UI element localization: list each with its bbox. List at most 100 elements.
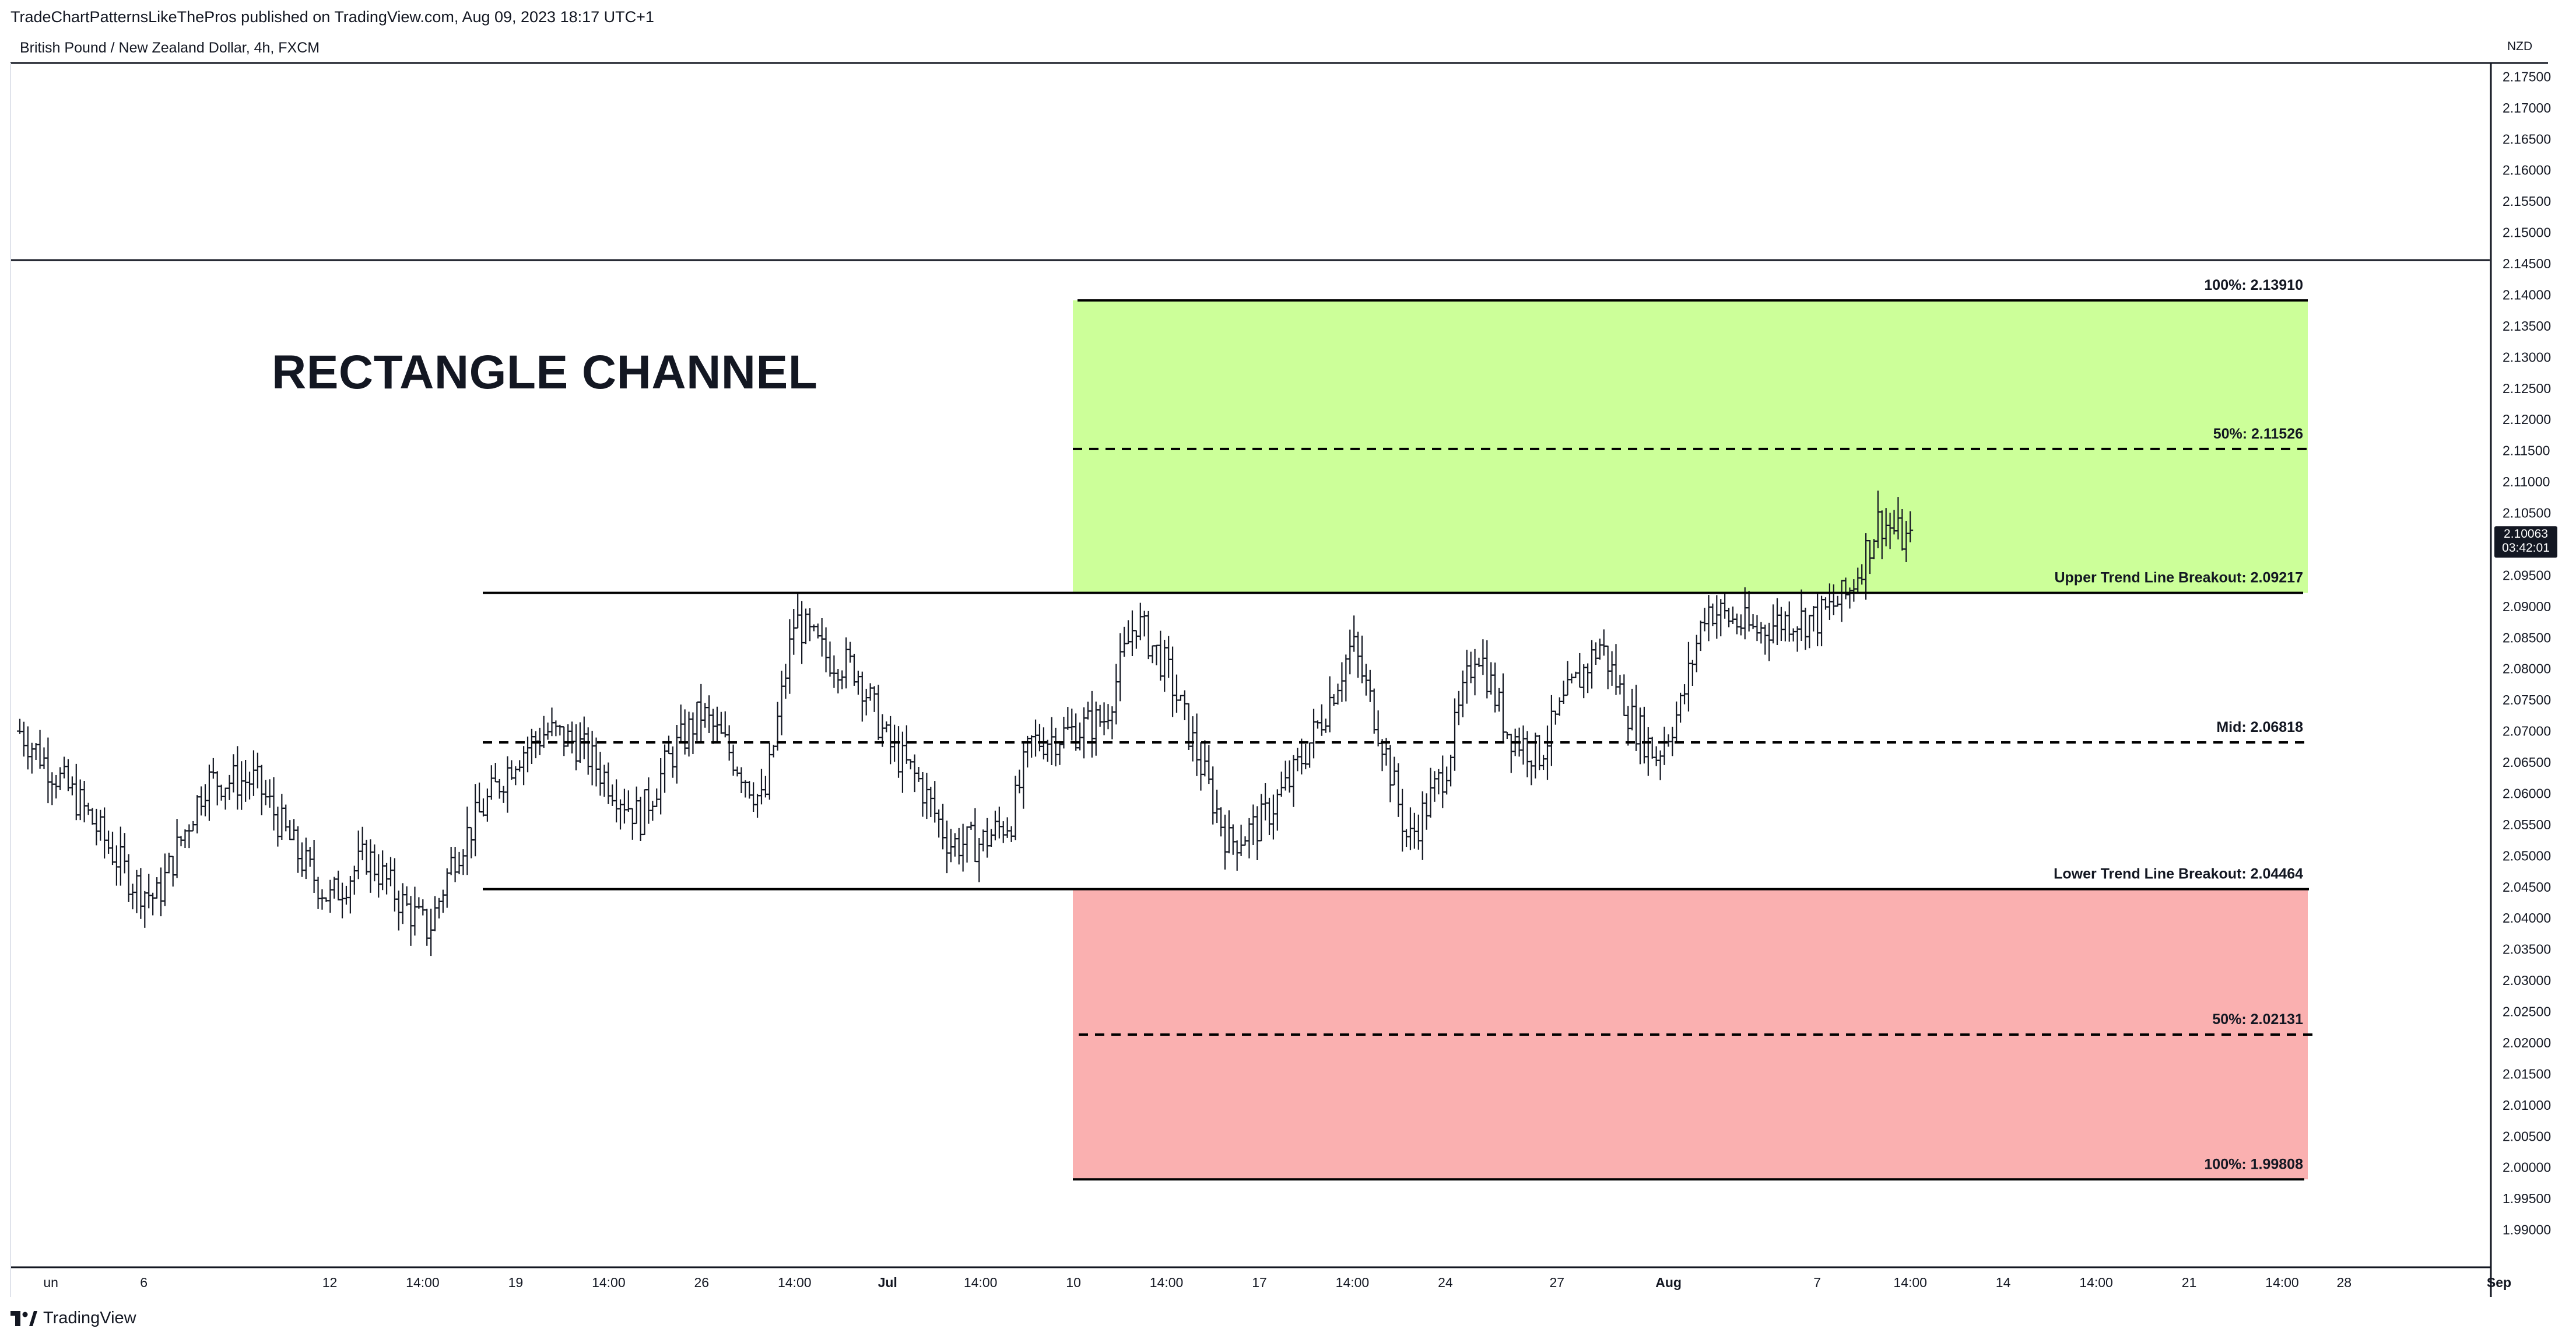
ohlc-bar bbox=[464, 807, 471, 875]
ohlc-bar bbox=[1286, 760, 1293, 793]
ohlc-bar bbox=[1577, 653, 1583, 688]
ohlc-bar bbox=[190, 821, 196, 832]
ohlc-bar bbox=[339, 882, 346, 919]
ohlc-bar bbox=[315, 877, 321, 909]
ohlc-bar bbox=[532, 731, 539, 759]
ohlc-bar bbox=[375, 854, 382, 898]
ohlc-bar bbox=[553, 720, 559, 737]
x-tick-label: 17 bbox=[1252, 1275, 1267, 1290]
x-tick-label: 10 bbox=[1066, 1275, 1081, 1290]
ohlc-bar bbox=[1206, 745, 1212, 784]
ohlc-bar bbox=[1544, 725, 1550, 780]
ohlc-bar bbox=[1016, 769, 1023, 794]
y-tick-label: 2.02500 bbox=[2503, 1004, 2551, 1019]
ohlc-bar bbox=[1387, 745, 1394, 802]
ohlc-bar bbox=[444, 868, 450, 908]
ohlc-bar bbox=[1403, 829, 1410, 847]
ohlc-bar bbox=[33, 742, 39, 760]
ohlc-bar bbox=[823, 627, 829, 672]
x-tick-label: 7 bbox=[1813, 1275, 1821, 1290]
ohlc-bar bbox=[1552, 710, 1559, 725]
ohlc-bar bbox=[1629, 689, 1636, 731]
ohlc-bar bbox=[403, 886, 410, 906]
y-tick-label: 2.09500 bbox=[2503, 567, 2551, 583]
ohlc-bar bbox=[883, 721, 890, 732]
ohlc-bar bbox=[1202, 740, 1208, 777]
ohlc-bar bbox=[1484, 640, 1490, 699]
ohlc-bar bbox=[1455, 690, 1462, 725]
y-tick-label: 2.11000 bbox=[2503, 474, 2550, 489]
ohlc-bar bbox=[1819, 595, 1825, 647]
symbol-title: British Pound / New Zealand Dollar, 4h, … bbox=[20, 40, 320, 56]
ohlc-bar bbox=[468, 826, 475, 858]
ohlc-bar bbox=[1117, 633, 1124, 702]
ohlc-bar bbox=[1754, 615, 1760, 642]
ohlc-bar bbox=[746, 781, 753, 799]
currency-label[interactable]: NZD bbox=[2507, 40, 2533, 53]
ohlc-bar bbox=[907, 759, 914, 770]
ohlc-bar bbox=[351, 865, 357, 895]
ohlc-bar bbox=[1097, 704, 1103, 727]
tradingview-brand[interactable]: TradingView bbox=[10, 1309, 136, 1328]
ohlc-bar bbox=[1592, 642, 1599, 665]
ohlc-bar bbox=[1298, 738, 1305, 774]
ohlc-bar bbox=[581, 716, 587, 759]
level-label-upper-breakout: Upper Trend Line Breakout: 2.09217 bbox=[2054, 570, 2303, 586]
ohlc-bar bbox=[1524, 731, 1531, 777]
ohlc-bar bbox=[1548, 695, 1554, 766]
ohlc-bar bbox=[943, 821, 950, 874]
ohlc-bar bbox=[1290, 755, 1297, 807]
ohlc-bar bbox=[936, 809, 942, 838]
ohlc-bar bbox=[980, 829, 987, 851]
ohlc-bar bbox=[1431, 771, 1438, 802]
ohlc-bar bbox=[694, 701, 700, 741]
ohlc-bar bbox=[859, 671, 865, 722]
ohlc-bar bbox=[1371, 688, 1377, 734]
ohlc-bar bbox=[24, 726, 31, 770]
ohlc-bar bbox=[1254, 806, 1261, 860]
ohlc-bar bbox=[1480, 639, 1486, 675]
ohlc-bar bbox=[1351, 615, 1357, 652]
ohlc-bar bbox=[170, 856, 176, 887]
x-tick-label: 21 bbox=[2182, 1275, 2197, 1290]
price-axis[interactable]: 2.17500 2.17000 2.16500 2.16000 2.15500 2.150… bbox=[2503, 69, 2551, 1237]
ohlc-bar bbox=[1230, 824, 1236, 855]
ohlc-bar bbox=[371, 844, 378, 882]
ohlc-bar bbox=[492, 763, 499, 783]
ohlc-bar bbox=[1343, 654, 1349, 702]
ohlc-bar bbox=[633, 786, 640, 825]
ohlc-bar bbox=[391, 858, 398, 912]
ohlc-bar bbox=[448, 846, 454, 875]
ohlc-bar bbox=[121, 833, 128, 874]
time-axis[interactable]: un 6 12 14:00 19 14:00 26 14:00 Jul 14:00 10 14:00 1… bbox=[43, 1275, 2511, 1290]
ohlc-bar bbox=[718, 711, 724, 734]
ohlc-bar bbox=[343, 885, 349, 905]
ohlc-bar bbox=[1427, 767, 1434, 818]
ohlc-bar bbox=[698, 683, 704, 742]
ohlc-bar bbox=[1609, 651, 1615, 686]
ohlc-bar bbox=[258, 765, 265, 815]
ohlc-bar bbox=[1508, 734, 1514, 773]
ohlc-bar bbox=[896, 726, 902, 778]
ohlc-bar bbox=[1738, 614, 1744, 636]
ohlc-bar bbox=[1303, 744, 1309, 770]
ohlc-bar bbox=[1464, 650, 1470, 704]
ohlc-bar bbox=[589, 731, 595, 786]
ohlc-bar bbox=[476, 782, 483, 813]
ohlc-bar bbox=[1141, 611, 1147, 637]
ohlc-bar bbox=[1806, 615, 1813, 649]
ohlc-bar bbox=[93, 808, 100, 846]
ohlc-bar bbox=[791, 609, 797, 655]
ohlc-bar bbox=[1278, 772, 1285, 797]
ohlc-bar bbox=[1033, 719, 1039, 757]
y-tick-label: 2.08500 bbox=[2503, 630, 2551, 645]
ohlc-bar bbox=[420, 899, 426, 916]
ohlc-bar bbox=[702, 703, 708, 728]
ohlc-bar bbox=[645, 777, 652, 824]
ohlc-bar bbox=[1742, 587, 1748, 640]
ohlc-bar bbox=[456, 851, 462, 875]
y-tick-label: 2.03000 bbox=[2503, 973, 2551, 988]
y-tick-label: 2.14500 bbox=[2503, 256, 2551, 271]
ohlc-bar bbox=[601, 765, 608, 797]
